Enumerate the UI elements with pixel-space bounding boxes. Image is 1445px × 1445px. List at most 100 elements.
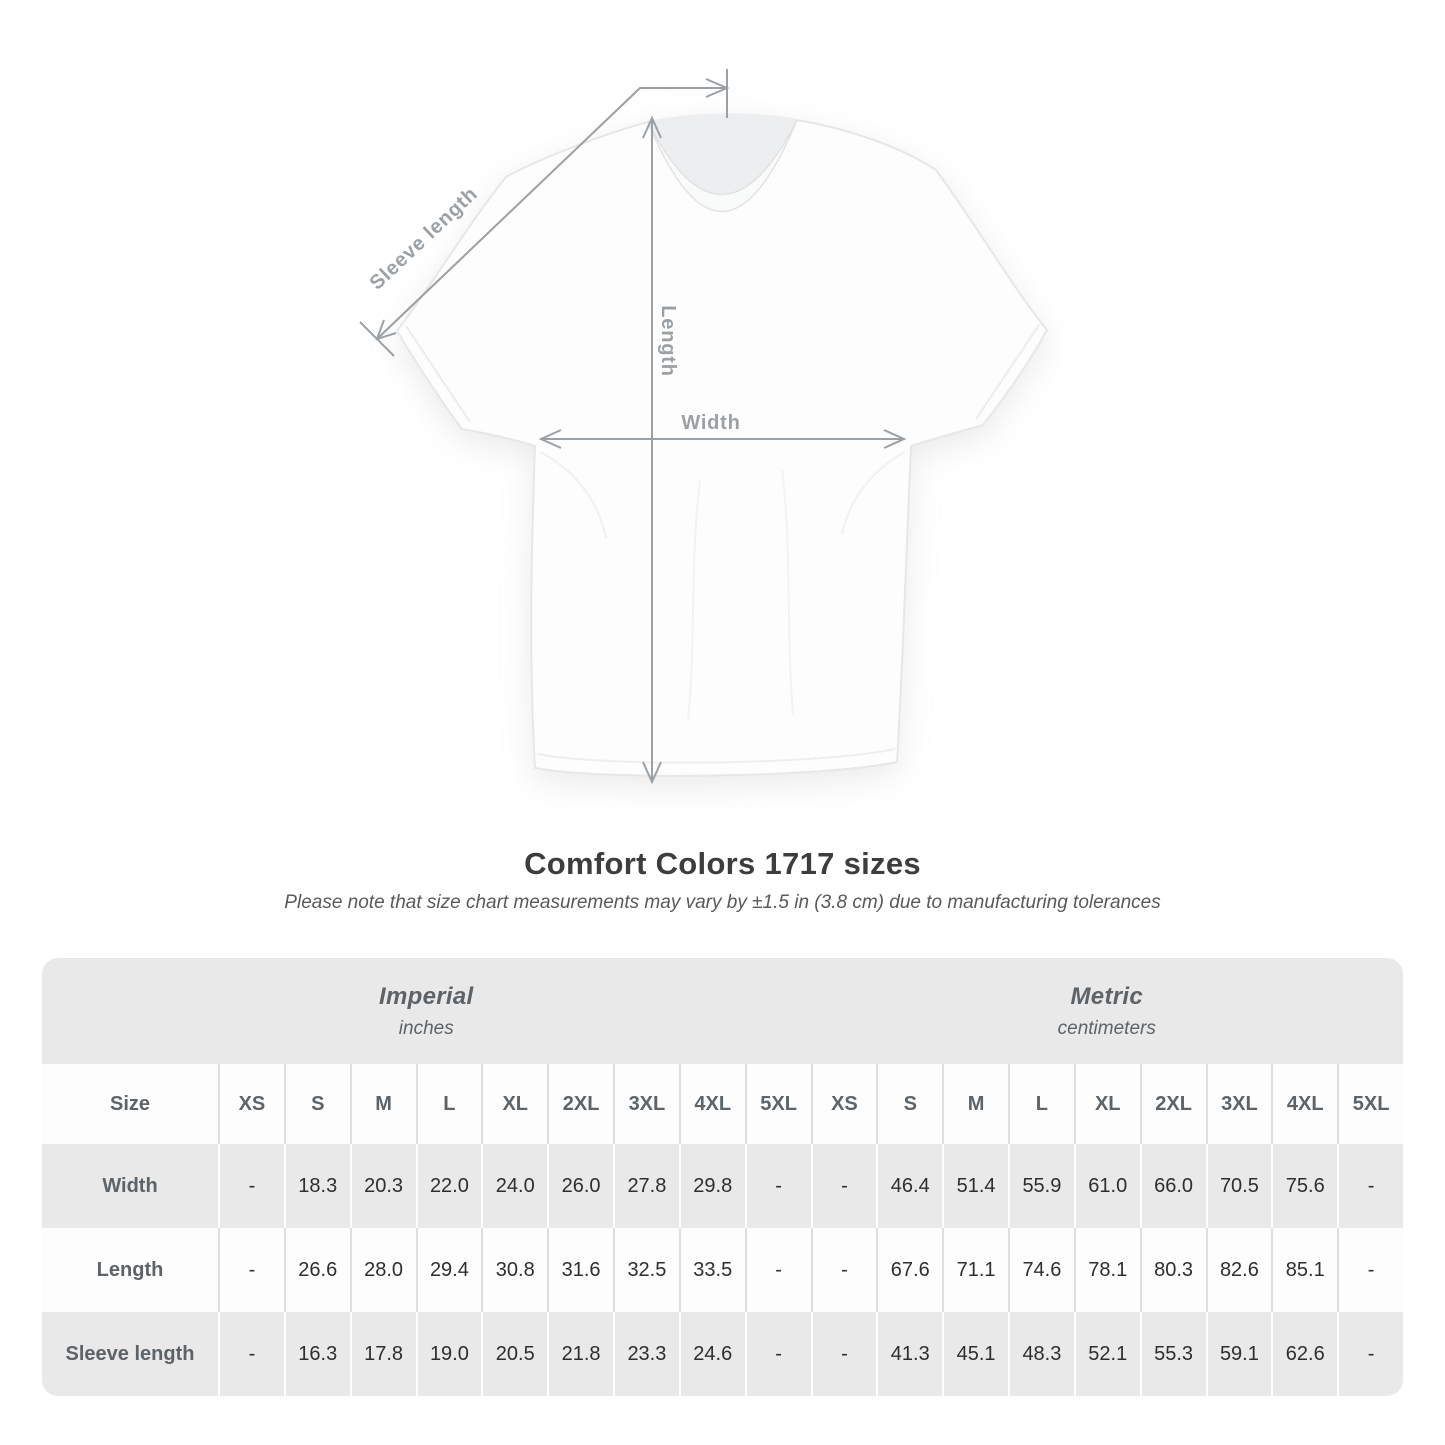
- table-cell: -: [744, 1312, 811, 1396]
- length-arrowhead-bottom: [642, 761, 662, 785]
- imperial-header-name: Imperial: [379, 982, 474, 1010]
- table-cell: 17.8: [349, 1312, 416, 1396]
- table-cell: 62.6: [1271, 1312, 1337, 1396]
- tshirt-diagram: Sleeve length Length Width: [359, 69, 1049, 785]
- size-header-metric-xl: XL: [1073, 1064, 1140, 1144]
- table-cell: 16.3: [283, 1312, 350, 1396]
- page-title: Comfort Colors 1717 sizes: [524, 846, 921, 881]
- measurement-annotations: [359, 69, 907, 785]
- size-header-metric-2xl: 2XL: [1139, 1064, 1206, 1144]
- table-cell: -: [218, 1228, 284, 1312]
- sleeve-length-arrowhead-right: [705, 78, 730, 98]
- table-cell: 61.0: [1073, 1144, 1140, 1228]
- imperial-header-unit: inches: [398, 1017, 454, 1039]
- table-row-sleeve-length: Sleeve length - 16.3 17.8 19.0 20.5 21.8…: [42, 1312, 1403, 1396]
- fabric-crease: [687, 479, 701, 721]
- size-header-imperial-2xl: 2XL: [547, 1064, 613, 1144]
- size-column-header: Size: [109, 1092, 151, 1115]
- imperial-header: Imperial inches: [42, 958, 811, 1064]
- table-cell: 70.5: [1205, 1144, 1272, 1228]
- size-header-metric-xs: XS: [810, 1064, 877, 1144]
- sleeve-length-start-tick: [359, 321, 395, 357]
- table-cell: 74.6: [1008, 1228, 1074, 1312]
- table-cell: 52.1: [1073, 1312, 1140, 1396]
- size-header-row: Size XS S M L XL 2XL 3XL 4XL 5XL XS S M …: [42, 1064, 1403, 1144]
- size-header-metric-4xl: 4XL: [1271, 1064, 1337, 1144]
- table-row-width: Width - 18.3 20.3 22.0 24.0 26.0 27.8 29…: [42, 1144, 1403, 1228]
- table-cell: 59.1: [1205, 1312, 1272, 1396]
- metric-header: Metric centimeters: [811, 958, 1404, 1064]
- sleeve-length-arrow: [376, 87, 727, 340]
- table-cell: 18.3: [283, 1144, 350, 1228]
- length-label: Length: [657, 305, 679, 376]
- table-cell: 71.1: [942, 1228, 1008, 1312]
- metric-header-unit: centimeters: [1057, 1017, 1156, 1039]
- metric-header-name: Metric: [1070, 982, 1143, 1010]
- table-cell: 55.9: [1008, 1144, 1074, 1228]
- size-header-metric-l: L: [1008, 1064, 1074, 1144]
- table-cell: -: [1337, 1312, 1403, 1396]
- table-cell: 45.1: [942, 1312, 1008, 1396]
- table-cell: 26.6: [283, 1228, 350, 1312]
- table-cell: -: [810, 1228, 877, 1312]
- fabric-crease: [841, 451, 906, 535]
- table-cell: 78.1: [1073, 1228, 1140, 1312]
- neck-opening: [648, 113, 797, 195]
- width-label: Width: [681, 412, 740, 434]
- table-cell: -: [218, 1144, 284, 1228]
- row-label-width: Width: [102, 1174, 158, 1197]
- size-header-imperial-4xl: 4XL: [678, 1064, 745, 1144]
- table-cell: 67.6: [876, 1228, 942, 1312]
- table-cell: 20.3: [349, 1144, 416, 1228]
- table-cell: 29.8: [678, 1144, 745, 1228]
- table-cell: 55.3: [1139, 1312, 1206, 1396]
- unit-header-row: Imperial inches Metric centimeters: [42, 958, 1403, 1064]
- table-cell: 66.0: [1139, 1144, 1206, 1228]
- size-header-imperial-xl: XL: [481, 1064, 547, 1144]
- table-cell: 82.6: [1205, 1228, 1272, 1312]
- size-header-metric-3xl: 3XL: [1205, 1064, 1272, 1144]
- right-sleeve-hem-stitch: [975, 324, 1040, 420]
- table-cell: 20.5: [481, 1312, 547, 1396]
- table-cell: -: [1337, 1228, 1403, 1312]
- table-cell: 31.6: [547, 1228, 613, 1312]
- bottom-hem-stitch: [536, 748, 896, 764]
- size-header-imperial-xs: XS: [218, 1064, 284, 1144]
- table-cell: 75.6: [1271, 1144, 1337, 1228]
- row-label-sleeve-length: Sleeve length: [65, 1342, 195, 1365]
- size-header-metric-5xl: 5XL: [1337, 1064, 1403, 1144]
- table-cell: -: [1337, 1144, 1403, 1228]
- table-cell: 21.8: [547, 1312, 613, 1396]
- table-cell: -: [744, 1228, 811, 1312]
- table-cell: -: [810, 1312, 877, 1396]
- table-cell: 33.5: [678, 1228, 745, 1312]
- table-cell: 48.3: [1008, 1312, 1074, 1396]
- table-cell: 51.4: [942, 1144, 1008, 1228]
- size-header-imperial-3xl: 3XL: [613, 1064, 679, 1144]
- fabric-crease: [539, 451, 607, 539]
- table-row-length: Length - 26.6 28.0 29.4 30.8 31.6 32.5 3…: [42, 1228, 1403, 1312]
- table-cell: 19.0: [415, 1312, 482, 1396]
- size-header-imperial-l: L: [415, 1064, 482, 1144]
- size-header-metric-m: M: [942, 1064, 1008, 1144]
- table-cell: -: [218, 1312, 284, 1396]
- size-header-metric-s: S: [876, 1064, 942, 1144]
- table-cell: 29.4: [415, 1228, 482, 1312]
- table-cell: 85.1: [1271, 1228, 1337, 1312]
- length-arrowhead-top: [642, 115, 662, 139]
- table-cell: 24.0: [481, 1144, 547, 1228]
- size-header-imperial-m: M: [349, 1064, 416, 1144]
- table-cell: 22.0: [415, 1144, 482, 1228]
- table-cell: -: [744, 1144, 811, 1228]
- table-cell: 46.4: [876, 1144, 942, 1228]
- tshirt-illustration: [395, 113, 1049, 777]
- collar-band: [647, 119, 798, 213]
- table-cell: 24.6: [678, 1312, 745, 1396]
- left-sleeve-hem-stitch: [405, 325, 471, 423]
- row-label-length: Length: [96, 1258, 164, 1281]
- table-cell: 23.3: [613, 1312, 679, 1396]
- table-cell: -: [810, 1144, 877, 1228]
- width-arrowhead-right: [883, 429, 907, 449]
- size-header-imperial-s: S: [283, 1064, 350, 1144]
- size-chart-table: Imperial inches Metric centimeters Size …: [42, 958, 1403, 1396]
